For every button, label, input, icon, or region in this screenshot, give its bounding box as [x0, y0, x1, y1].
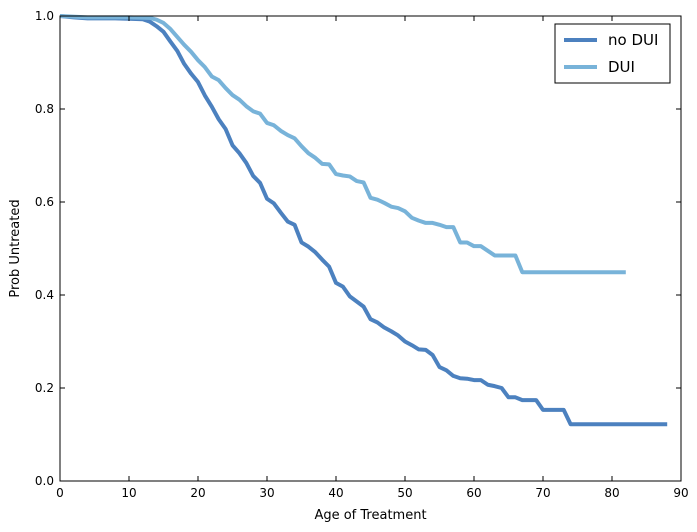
- x-tick-label: 90: [673, 486, 688, 500]
- legend: no DUI DUI: [554, 23, 671, 84]
- x-tick-label: 40: [328, 486, 343, 500]
- x-tick-label: 0: [56, 486, 64, 500]
- series-layer: [59, 14, 668, 427]
- x-tick-label: 30: [259, 486, 274, 500]
- y-tick-label: 0.4: [35, 288, 54, 302]
- y-axis-label: Prob Untreated: [8, 199, 23, 297]
- legend-label-0: no DUI: [608, 31, 658, 49]
- y-tick-label: 0.0: [35, 474, 54, 488]
- x-tick-label: 80: [604, 486, 619, 500]
- y-tick-label: 0.8: [35, 102, 54, 116]
- x-tick-label: 50: [397, 486, 412, 500]
- x-tick-label: 70: [535, 486, 550, 500]
- legend-label-1: DUI: [608, 58, 635, 76]
- x-tick-label: 20: [190, 486, 205, 500]
- y-tick-label: 1.0: [35, 9, 54, 23]
- y-tick-label: 0.2: [35, 381, 54, 395]
- x-tick-label: 60: [466, 486, 481, 500]
- y-tick-label: 0.6: [35, 195, 54, 209]
- plot-frame: [59, 15, 682, 482]
- legend-box: [554, 23, 671, 84]
- x-tick-label: 10: [121, 486, 136, 500]
- x-axis-label: Age of Treatment: [314, 508, 426, 523]
- series-line-1: [59, 14, 626, 275]
- series-line-0: [59, 14, 668, 427]
- ticks-layer: 0 10 20 30 40 50 60 70 80 90 0.0 0.2 0.4 0.6 0.8 1.0: [35, 9, 689, 500]
